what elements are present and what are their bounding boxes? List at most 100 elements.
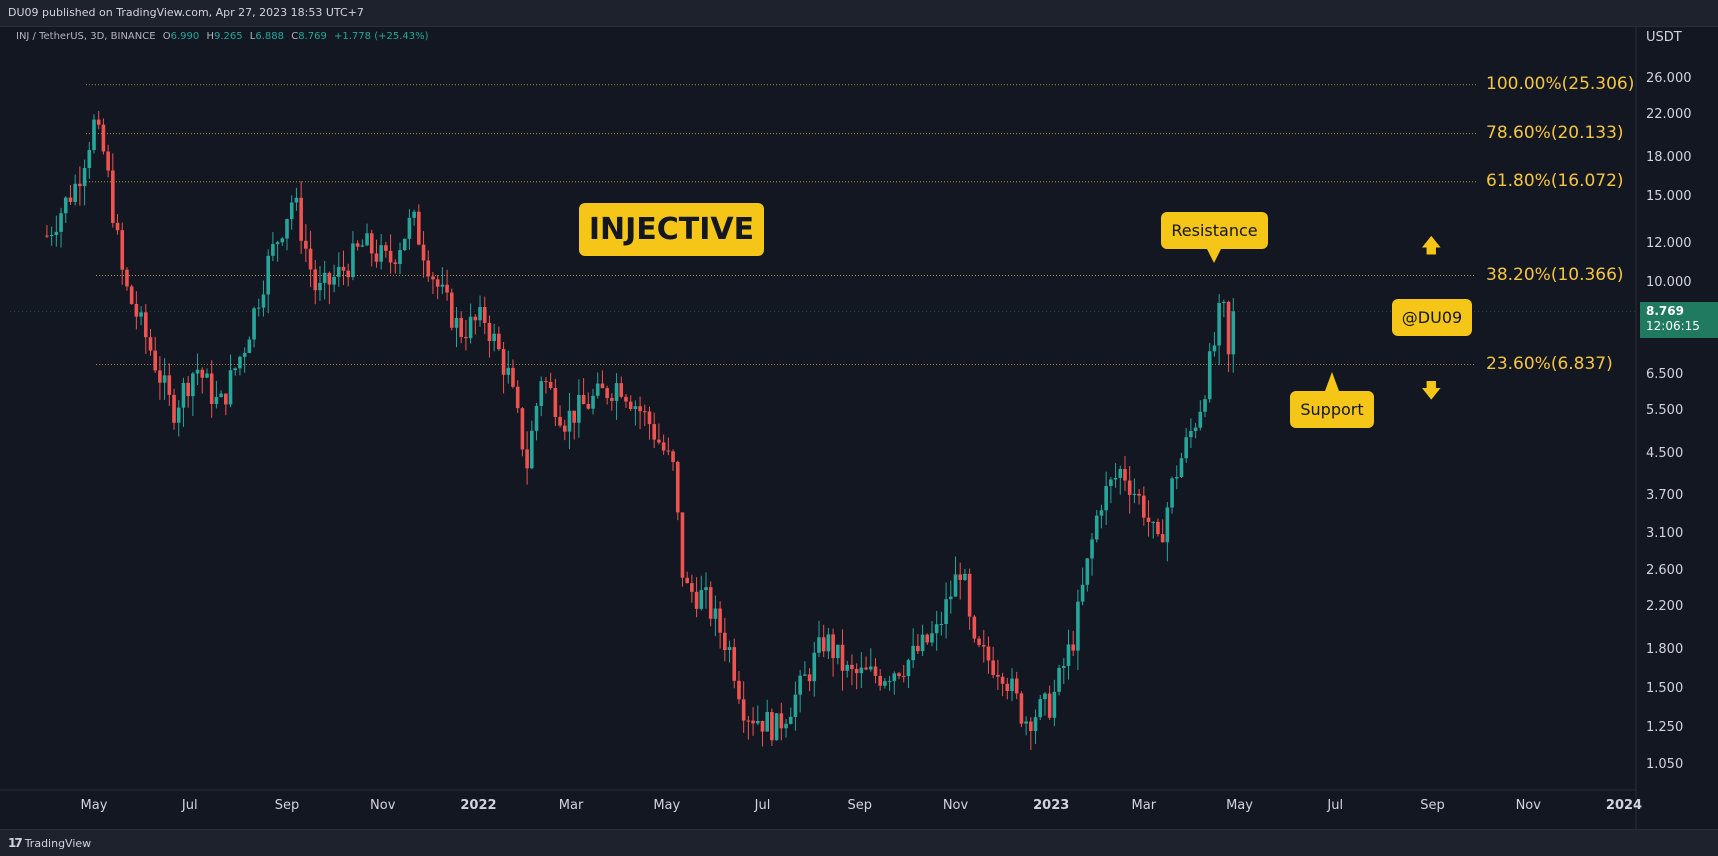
bar-countdown: 12:06:15: [1646, 319, 1700, 333]
price-tick-label: 22.000: [1646, 106, 1692, 122]
candle-body: [638, 406, 642, 412]
candle-body: [379, 245, 383, 262]
candle-body: [784, 723, 788, 729]
candle-body: [92, 119, 96, 151]
candle-body: [1029, 721, 1033, 732]
symbol-label[interactable]: INJ / TetherUS, 3D, BINANCE: [16, 31, 156, 42]
candle-body: [1052, 691, 1057, 718]
candle-body: [139, 312, 143, 317]
candle-body: [417, 211, 421, 245]
candle-body: [1231, 311, 1236, 355]
arrow-down-icon[interactable]: 🡇: [1421, 378, 1442, 402]
price-tick-label: 10.000: [1646, 275, 1692, 291]
candle-body: [581, 394, 586, 405]
candle-body: [384, 245, 388, 251]
candle-body: [967, 573, 972, 617]
support-callout[interactable]: Support: [1290, 391, 1374, 428]
candle-body: [374, 253, 379, 262]
low-value: 6.888: [255, 31, 285, 42]
candle-body: [280, 238, 285, 243]
candle-body: [572, 410, 576, 423]
candle-body: [1118, 469, 1123, 478]
candle-body: [487, 322, 492, 342]
candle-body: [1137, 493, 1141, 496]
candle-body: [897, 673, 901, 676]
candle-body: [337, 266, 341, 277]
price-tick-label: 2.600: [1646, 563, 1684, 579]
candle-body: [1123, 469, 1127, 481]
candle-body: [492, 333, 496, 342]
candle-body: [798, 675, 802, 695]
candle-body: [633, 406, 638, 410]
author-handle-callout[interactable]: @DU09: [1392, 299, 1472, 336]
candle-body: [949, 596, 953, 600]
arrow-up-icon[interactable]: 🡅: [1421, 233, 1442, 257]
candle-body: [520, 408, 525, 450]
price-tick-label: 1.500: [1646, 680, 1684, 696]
candle-body: [605, 388, 609, 399]
high-value: 9.265: [213, 31, 243, 42]
high-label: H: [206, 31, 214, 42]
fib-level-label[interactable]: 61.80%(16.072): [1486, 170, 1624, 191]
candle-body: [162, 375, 167, 383]
candle-body: [1170, 478, 1174, 508]
candle-body: [1076, 601, 1080, 651]
price-tick-label: 15.000: [1646, 188, 1692, 204]
candle-body: [351, 243, 355, 278]
candle-body: [553, 388, 558, 418]
candle-body: [840, 644, 845, 671]
candle-body: [727, 647, 732, 651]
candle-body: [256, 307, 261, 309]
candle-body: [1057, 667, 1061, 692]
candle-body: [497, 333, 501, 350]
candle-body: [765, 712, 769, 732]
resistance-callout[interactable]: Resistance: [1161, 212, 1268, 249]
candle-body: [981, 644, 986, 647]
tradingview-logo[interactable]: 17 TradingView: [8, 836, 91, 850]
candle-body: [817, 637, 821, 653]
candle-body: [850, 664, 854, 669]
candle-body: [916, 645, 920, 652]
time-tick-label: Mar: [1131, 798, 1157, 813]
candle-body: [534, 405, 539, 431]
time-tick-label: 2023: [1033, 798, 1070, 813]
candle-body: [1090, 539, 1094, 559]
price-tick-label: 2.200: [1646, 598, 1684, 614]
candle-body: [878, 675, 882, 686]
fib-level-label[interactable]: 38.20%(10.366): [1486, 264, 1624, 285]
candle-body: [788, 716, 793, 724]
candle-body: [421, 244, 426, 261]
candle-body: [515, 386, 520, 409]
candle-body: [294, 197, 299, 203]
candle-body: [1174, 476, 1179, 479]
time-tick-label: Jul: [754, 798, 771, 813]
fib-level-label[interactable]: 23.60%(6.837): [1486, 353, 1613, 374]
candle-body: [755, 720, 760, 724]
fib-level-label[interactable]: 78.60%(20.133): [1486, 122, 1624, 143]
candle-body: [1113, 477, 1118, 480]
candle-body: [704, 587, 708, 591]
candle-body: [313, 269, 318, 291]
candle-body: [219, 393, 223, 397]
fib-level-label[interactable]: 100.00%(25.306): [1486, 73, 1635, 94]
close-value: 8.769: [298, 31, 327, 42]
candle-body: [115, 222, 120, 231]
current-price-tag: 8.769 12:06:15: [1640, 302, 1718, 338]
candle-body: [1019, 693, 1024, 724]
candle-body: [1203, 399, 1207, 412]
candle-body: [449, 292, 454, 328]
candle-body: [925, 634, 930, 643]
candle-body: [826, 634, 831, 652]
title-annotation[interactable]: INJECTIVE: [579, 203, 764, 256]
candle-body: [308, 248, 313, 270]
candle-body: [412, 211, 416, 218]
candle-body: [1066, 644, 1071, 666]
candle-body: [186, 382, 190, 397]
low-label: L: [249, 31, 256, 42]
candle-body: [275, 242, 280, 245]
candle-body: [892, 673, 897, 682]
candle-body: [1047, 693, 1052, 718]
candle-body: [54, 231, 59, 236]
candle-body: [1080, 584, 1085, 602]
